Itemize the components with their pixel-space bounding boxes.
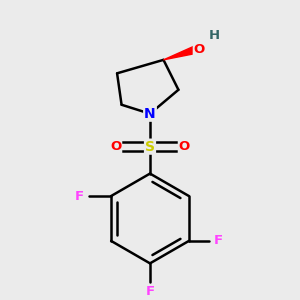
Text: F: F (146, 285, 154, 298)
Text: O: O (179, 140, 190, 153)
Text: H: H (209, 29, 220, 42)
Text: O: O (194, 43, 205, 56)
Text: N: N (144, 107, 156, 121)
Text: F: F (75, 190, 84, 202)
Polygon shape (164, 46, 198, 60)
Text: O: O (110, 140, 121, 153)
Text: F: F (214, 234, 224, 248)
Text: S: S (145, 140, 155, 154)
